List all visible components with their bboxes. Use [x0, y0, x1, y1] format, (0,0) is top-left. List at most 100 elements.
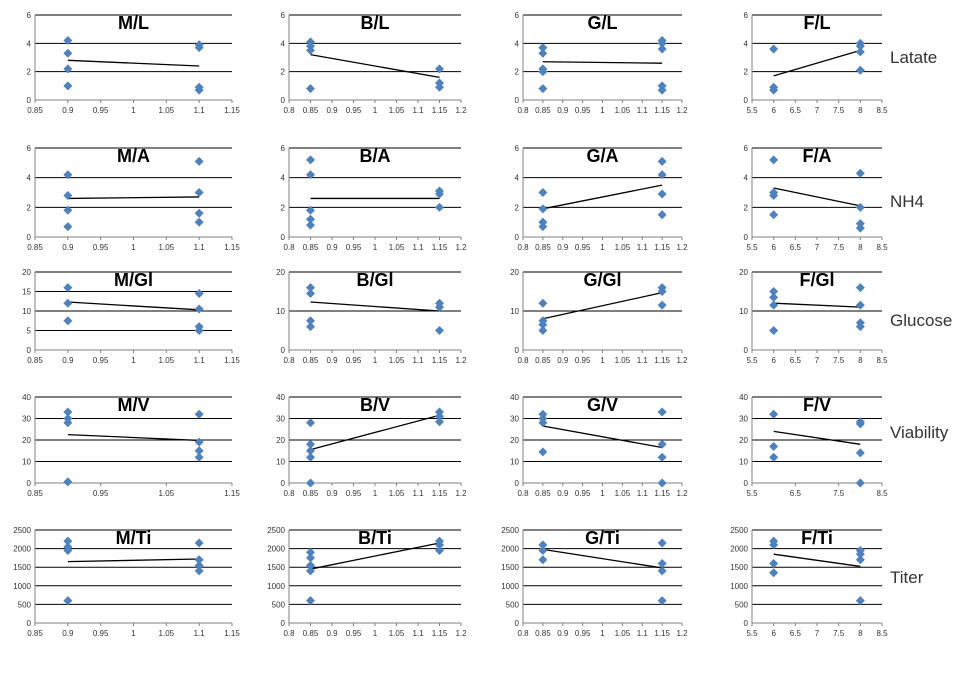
x-tick-label: 8	[858, 243, 863, 252]
x-tick-label: 0.85	[535, 629, 551, 638]
x-tick-label: 1.05	[615, 243, 631, 252]
data-point	[194, 82, 204, 92]
x-tick-label: 1.1	[637, 489, 649, 498]
y-tick-label: 0	[281, 619, 286, 628]
x-tick-label: 0.95	[346, 243, 362, 252]
x-tick-label: 1.15	[224, 106, 240, 115]
y-tick-label: 2500	[730, 526, 748, 535]
data-point	[63, 81, 73, 91]
y-tick-label: 2	[27, 203, 32, 212]
data-point	[538, 217, 548, 227]
y-tick-label: 0	[515, 96, 520, 105]
x-tick-label: 1.1	[194, 356, 206, 365]
x-tick-label: 1	[373, 629, 378, 638]
y-tick-label: 30	[510, 415, 519, 424]
data-point	[306, 155, 315, 165]
y-tick-label: 6	[744, 144, 749, 153]
data-point	[63, 414, 73, 423]
y-tick-label: 40	[22, 393, 31, 402]
data-point	[538, 540, 548, 550]
row-label-nh4: NH4	[890, 192, 925, 211]
data-point	[63, 477, 73, 487]
y-tick-label: 6	[27, 144, 32, 153]
y-tick-label: 40	[276, 393, 285, 402]
x-tick-label: 1.05	[389, 356, 405, 365]
x-tick-label: 0.95	[575, 629, 591, 638]
trend-line	[310, 414, 440, 451]
x-tick-label: 7.5	[833, 356, 845, 365]
x-tick-label: 1.05	[159, 629, 175, 638]
x-tick-label: 0.9	[326, 106, 338, 115]
y-tick-label: 0	[744, 619, 749, 628]
trend-line	[773, 553, 861, 568]
data-point	[769, 300, 779, 310]
x-tick-label: 7	[815, 243, 820, 252]
data-point	[855, 283, 865, 293]
chart-title: F/Ti	[801, 528, 833, 548]
data-point	[855, 65, 865, 75]
data-point	[769, 452, 779, 462]
data-point	[538, 447, 548, 457]
data-point	[306, 446, 315, 456]
x-tick-label: 0.85	[303, 243, 319, 252]
x-tick-label: 6	[771, 356, 776, 365]
data-point	[306, 214, 315, 224]
data-point	[855, 300, 865, 310]
chart-title: B/Gl	[356, 270, 393, 290]
data-point	[657, 478, 667, 488]
data-point	[657, 300, 667, 310]
y-tick-label: 6	[744, 11, 749, 20]
y-tick-label: 0	[281, 233, 286, 242]
y-tick-label: 0	[515, 619, 520, 628]
x-tick-label: 1.05	[389, 629, 405, 638]
x-tick-label: 0.8	[283, 629, 295, 638]
data-point	[306, 566, 315, 576]
x-tick-label: 1	[600, 629, 605, 638]
data-point	[855, 202, 865, 212]
chart-title: M/V	[117, 395, 149, 415]
x-tick-label: 1.05	[615, 489, 631, 498]
x-tick-label: 1.2	[676, 106, 688, 115]
x-tick-label: 1.15	[224, 356, 240, 365]
data-point	[194, 566, 204, 576]
data-point	[306, 37, 315, 47]
data-point	[657, 452, 667, 462]
x-tick-label: 1.2	[455, 243, 467, 252]
x-tick-label: 0.85	[535, 489, 551, 498]
y-tick-label: 2	[744, 203, 749, 212]
x-tick-label: 1.15	[224, 489, 240, 498]
x-tick-label: 5.5	[746, 106, 758, 115]
data-point	[538, 298, 548, 308]
data-point	[63, 542, 73, 552]
x-tick-label: 1	[131, 356, 136, 365]
x-tick-label: 1.05	[389, 489, 405, 498]
y-tick-label: 40	[739, 393, 748, 402]
data-point	[657, 596, 667, 606]
x-tick-label: 0.8	[517, 489, 529, 498]
y-tick-label: 0	[27, 96, 32, 105]
x-tick-label: 1.05	[389, 106, 405, 115]
chart-title: G/Gl	[583, 270, 621, 290]
chart-m-gl: 0 5 10 15 20 0.85 0.9 0.95 1 1.05 1.1 1.15 M/Gl	[22, 268, 240, 365]
chart-title: G/L	[588, 13, 618, 33]
x-tick-label: 0.95	[93, 243, 109, 252]
data-point	[306, 547, 315, 557]
x-tick-label: 6.5	[790, 356, 802, 365]
x-tick-label: 1.1	[637, 106, 649, 115]
x-tick-label: 7	[815, 629, 820, 638]
x-tick-label: 0.95	[346, 106, 362, 115]
data-point	[63, 170, 73, 180]
x-tick-label: 0.95	[575, 356, 591, 365]
chart-f-v: 0 10 20 30 40 5.5 6.5 7.5 8.5 F/V	[739, 393, 888, 498]
y-tick-label: 2	[744, 68, 749, 77]
chart-title: B/Ti	[358, 528, 392, 548]
y-tick-label: 1000	[730, 582, 748, 591]
x-tick-label: 0.9	[557, 106, 569, 115]
trend-line	[773, 430, 861, 445]
data-point	[769, 155, 779, 165]
y-tick-label: 10	[739, 307, 748, 316]
data-point	[855, 47, 865, 57]
x-tick-label: 1.05	[159, 243, 175, 252]
chart-m-l: 0 2 4 6 0.85 0.9 0.95 1 1.05 1.1 1.15 M/L	[27, 11, 241, 115]
